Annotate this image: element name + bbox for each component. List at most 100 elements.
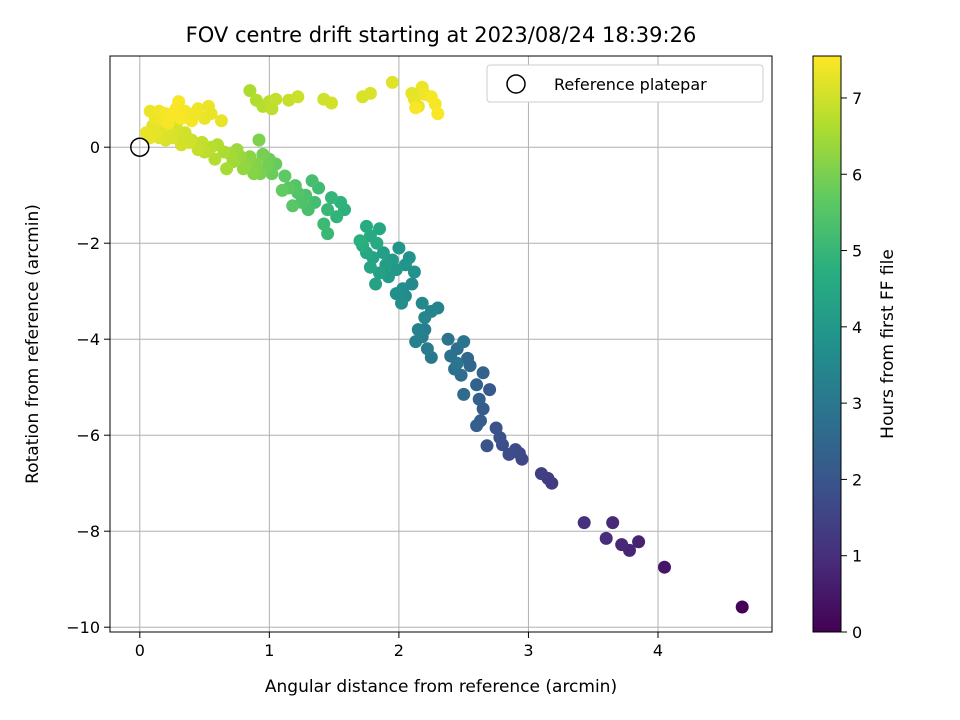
data-point <box>353 234 367 248</box>
data-point <box>389 287 403 301</box>
data-point <box>275 183 289 197</box>
colorbar-label: Hours from first FF file <box>878 249 898 439</box>
colorbar-tick-label: 2 <box>852 470 862 489</box>
data-point <box>305 174 319 188</box>
data-point <box>278 169 292 183</box>
data-point <box>191 102 205 116</box>
data-point <box>441 332 455 346</box>
data-point <box>411 323 425 337</box>
colorbar-tick-label: 3 <box>852 394 862 413</box>
data-point <box>373 222 386 236</box>
plot-area: 0 1 2 3 4 −10 −8 −6 −4 −2 0 <box>66 55 773 660</box>
data-point <box>457 335 471 349</box>
data-point <box>363 260 377 274</box>
data-point <box>599 531 613 545</box>
x-tick-label: 2 <box>394 641 404 660</box>
data-point <box>606 516 620 530</box>
colorbar-tick-label: 1 <box>852 547 862 566</box>
reference-marker-group <box>130 137 150 157</box>
plot-frame <box>109 55 773 633</box>
y-tick-label: −2 <box>76 234 100 253</box>
data-point <box>247 167 261 181</box>
data-point <box>191 143 205 157</box>
y-tick-label: −10 <box>66 618 100 637</box>
data-point <box>470 378 484 392</box>
y-tick-label: −4 <box>76 330 100 349</box>
data-point <box>483 383 497 397</box>
data-point <box>409 101 423 115</box>
legend: Reference platepar <box>486 64 764 103</box>
colorbar-tick-label: 6 <box>852 165 862 184</box>
data-point <box>472 392 486 406</box>
legend-reference-marker <box>506 74 526 94</box>
data-point <box>325 96 338 110</box>
data-point <box>431 107 445 121</box>
data-points <box>139 75 749 614</box>
data-point <box>317 217 331 231</box>
data-point <box>395 296 408 310</box>
data-point <box>369 277 383 291</box>
data-point <box>286 199 300 213</box>
data-point <box>256 147 270 161</box>
data-point <box>457 387 471 401</box>
data-point <box>291 90 305 104</box>
y-tick-label: −8 <box>76 522 100 541</box>
x-tick-label: 4 <box>653 641 663 660</box>
data-point <box>418 311 432 325</box>
data-point <box>220 162 234 176</box>
data-point <box>489 421 503 435</box>
data-point <box>615 538 629 552</box>
chart-title: FOV centre drift starting at 2023/08/24 … <box>186 23 697 47</box>
x-tick-label: 3 <box>523 641 533 660</box>
data-point <box>450 356 464 370</box>
data-point <box>577 516 591 530</box>
data-point <box>392 241 406 255</box>
data-point <box>376 246 390 260</box>
data-point <box>407 265 421 279</box>
data-point <box>236 162 250 176</box>
data-point <box>735 600 749 614</box>
data-point <box>415 296 429 310</box>
data-point <box>172 95 186 109</box>
x-tick-label: 0 <box>135 641 145 660</box>
y-tick-label: −6 <box>76 426 100 445</box>
data-point <box>214 114 228 128</box>
x-axis-label: Angular distance from reference (arcmin) <box>265 677 617 697</box>
data-point <box>330 210 344 224</box>
y-axis-ticks: −10 −8 −6 −4 −2 0 <box>66 138 110 637</box>
data-point <box>269 92 283 106</box>
colorbar-tick-label: 7 <box>852 89 862 108</box>
colorbar-tick-label: 0 <box>852 623 862 642</box>
colorbar-ticks: 0 1 2 3 4 5 6 7 <box>841 89 862 642</box>
colorbar-gradient <box>812 55 842 633</box>
data-point <box>476 366 490 380</box>
reference-platepar-marker <box>130 137 150 157</box>
colorbar: 0 1 2 3 4 5 6 7 Hours from first FF file <box>812 55 898 642</box>
data-point <box>139 126 153 140</box>
x-axis-ticks: 0 1 2 3 4 <box>135 632 663 660</box>
data-point <box>632 535 646 549</box>
y-axis-label: Rotation from reference (arcmin) <box>23 204 43 484</box>
data-point <box>461 351 475 365</box>
data-point <box>243 84 257 98</box>
colorbar-tick-label: 5 <box>852 242 862 261</box>
data-point <box>252 133 266 147</box>
data-point <box>325 191 338 205</box>
data-point <box>363 86 377 100</box>
legend-box <box>486 64 764 103</box>
data-point <box>321 203 335 217</box>
data-point <box>204 107 218 121</box>
data-point <box>480 439 494 453</box>
data-point <box>409 335 423 349</box>
y-tick-label: 0 <box>90 138 100 157</box>
data-point <box>385 75 399 89</box>
data-point <box>208 152 222 166</box>
colorbar-tick-label: 4 <box>852 318 862 337</box>
data-point <box>470 419 484 433</box>
data-point <box>534 467 548 481</box>
data-point <box>420 342 434 356</box>
grid-lines <box>110 56 772 632</box>
data-point <box>360 219 373 233</box>
data-point <box>502 447 516 461</box>
